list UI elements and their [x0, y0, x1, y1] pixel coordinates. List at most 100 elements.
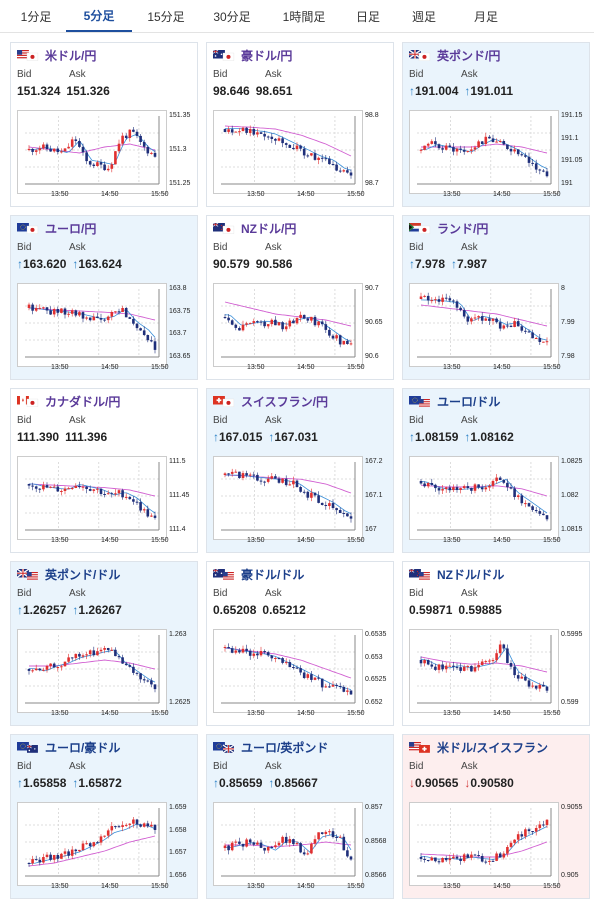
card-header: 米ドル/円 — [17, 47, 96, 63]
y-tick: 1.0825 — [561, 458, 583, 465]
pair-name[interactable]: ユーロ/円 — [45, 221, 97, 236]
pair-name[interactable]: 豪ドル/ドル — [241, 567, 305, 582]
y-tick: 90.7 — [365, 285, 379, 292]
bid-value: ↑0.85659 — [213, 776, 263, 790]
rate-card[interactable]: ランド/円 Bid Ask ↑7.978 ↑7.987 8 7.99 7.98 13:50 14:… — [402, 215, 590, 380]
price-values: ↑1.26257 ↑1.26267 — [17, 603, 128, 617]
price-values: ↓0.90565 ↓0.90580 — [409, 776, 520, 790]
arrow-down-icon: ↓ — [464, 776, 471, 790]
rate-card[interactable]: ユーロ/豪ドル Bid Ask ↑1.65858 ↑1.65872 1.659 1.658 1… — [10, 734, 198, 899]
candlestick-chart[interactable] — [409, 802, 559, 886]
flag-icon — [17, 49, 39, 61]
pair-name[interactable]: NZドル/円 — [241, 221, 297, 236]
bid-value: ↓0.90565 — [409, 776, 459, 790]
arrow-up-icon: ↑ — [409, 430, 415, 444]
pair-name[interactable]: ユーロ/豪ドル — [45, 740, 121, 755]
pair-name[interactable]: 米ドル/円 — [45, 48, 97, 63]
flag-icon — [17, 395, 39, 407]
x-tick: 15:50 — [151, 710, 169, 717]
candlestick-chart[interactable] — [409, 283, 559, 367]
tab-3[interactable]: 30分足 — [213, 9, 251, 24]
rate-card[interactable]: NZドル/円 Bid Ask 90.579 90.586 90.7 90.65 90.6 13:… — [206, 215, 394, 380]
tab-5[interactable]: 日足 — [355, 9, 380, 24]
rate-card[interactable]: 米ドル/スイスフラン Bid Ask ↓0.90565 ↓0.90580 0.9055 0.… — [402, 734, 590, 899]
pair-name[interactable]: 豪ドル/円 — [241, 48, 293, 63]
candlestick-chart[interactable] — [17, 629, 167, 713]
y-tick: 191 — [561, 180, 573, 187]
rate-card[interactable]: スイスフラン/円 Bid Ask ↑167.015 ↑167.031 167.2 167.1… — [206, 388, 394, 553]
pair-name[interactable]: 英ポンド/円 — [437, 48, 501, 63]
ask-label: Ask — [265, 69, 282, 80]
ask-label: Ask — [265, 415, 282, 426]
ask-value: 151.326 — [66, 84, 110, 98]
ask-value: 0.65212 — [262, 603, 306, 617]
pair-name[interactable]: カナダドル/円 — [45, 394, 121, 409]
ask-label: Ask — [461, 242, 478, 253]
candlestick-chart[interactable] — [17, 802, 167, 886]
bid-value: ↑191.004 — [409, 84, 459, 98]
candlestick-chart[interactable] — [409, 110, 559, 194]
tab-7[interactable]: 月足 — [473, 9, 498, 24]
card-header: ユーロ/円 — [17, 220, 96, 236]
rate-card[interactable]: 英ポンド/ドル Bid Ask ↑1.26257 ↑1.26267 1.263 1.2625… — [10, 561, 198, 726]
tab-2[interactable]: 15分足 — [147, 9, 185, 24]
pair-name[interactable]: 英ポンド/ドル — [45, 567, 121, 582]
candlestick-chart[interactable] — [17, 283, 167, 367]
ask-value: ↓0.90580 — [464, 776, 514, 790]
x-tick: 14:50 — [493, 883, 511, 890]
rate-card[interactable]: カナダドル/円 Bid Ask 111.390 111.396 111.5 111.45 11… — [10, 388, 198, 553]
ask-value: 90.586 — [255, 257, 293, 271]
bid-value: ↑167.015 — [213, 430, 263, 444]
candlestick-chart[interactable] — [213, 110, 363, 194]
ask-value: ↑191.011 — [464, 84, 514, 98]
arrow-up-icon: ↑ — [17, 776, 23, 790]
bid-label: Bid — [213, 588, 228, 599]
y-tick: 1.2625 — [169, 699, 191, 706]
arrow-up-icon: ↑ — [72, 257, 79, 271]
price-values: ↑163.620 ↑163.624 — [17, 257, 128, 271]
pair-name[interactable]: スイスフラン/円 — [241, 394, 328, 409]
flag-icon — [17, 741, 39, 753]
rate-card[interactable]: ユーロ/英ポンド Bid Ask ↑0.85659 ↑0.85667 0.857 0.856… — [206, 734, 394, 899]
rate-card[interactable]: 英ポンド/円 Bid Ask ↑191.004 ↑191.011 191.15 191.1 1… — [402, 42, 590, 207]
pair-name[interactable]: ランド/円 — [437, 221, 489, 236]
candlestick-chart[interactable] — [213, 802, 363, 886]
candlestick-chart[interactable] — [213, 456, 363, 540]
pair-name[interactable]: ユーロ/英ポンド — [241, 740, 329, 755]
ask-label: Ask — [461, 588, 478, 599]
pair-name[interactable]: ユーロ/ドル — [437, 394, 501, 409]
tab-4[interactable]: 1時間足 — [282, 9, 326, 24]
x-tick: 14:50 — [493, 364, 511, 371]
ask-label: Ask — [461, 761, 478, 772]
candlestick-chart[interactable] — [213, 283, 363, 367]
y-tick: 0.6525 — [365, 676, 387, 683]
candlestick-chart[interactable] — [409, 629, 559, 713]
candlestick-chart[interactable] — [17, 456, 167, 540]
ask-label: Ask — [69, 588, 86, 599]
rate-card[interactable]: NZドル/ドル Bid Ask 0.59871 0.59885 0.5995 0.599 13… — [402, 561, 590, 726]
price-labels: Bid Ask — [409, 242, 478, 253]
pair-name[interactable]: NZドル/ドル — [437, 567, 505, 582]
pair-name[interactable]: 米ドル/スイスフラン — [437, 740, 548, 755]
tab-1[interactable]: 5分足 — [66, 0, 132, 32]
rate-card[interactable]: 米ドル/円 Bid Ask 151.324 151.326 151.35 151.3 151.… — [10, 42, 198, 207]
x-tick: 14:50 — [297, 710, 315, 717]
bid-value: ↑1.65858 — [17, 776, 67, 790]
x-tick: 13:50 — [443, 710, 461, 717]
candlestick-chart[interactable] — [409, 456, 559, 540]
candlestick-chart[interactable] — [213, 629, 363, 713]
rate-card[interactable]: ユーロ/円 Bid Ask ↑163.620 ↑163.624 163.8 163.75 16… — [10, 215, 198, 380]
y-tick: 151.35 — [169, 112, 191, 119]
card-header: 豪ドル/円 — [212, 47, 293, 63]
price-labels: Bid Ask — [409, 415, 478, 426]
tab-6[interactable]: 週足 — [411, 9, 436, 24]
tab-0[interactable]: 1分足 — [20, 9, 52, 24]
candlestick-chart[interactable] — [17, 110, 167, 194]
bid-label: Bid — [409, 761, 424, 772]
arrow-up-icon: ↑ — [409, 257, 415, 271]
rate-card[interactable]: 豪ドル/ドル Bid Ask 0.65208 0.65212 0.6535 0.653 0.6… — [206, 561, 394, 726]
rate-card[interactable]: 豪ドル/円 Bid Ask 98.646 98.651 98.8 98.7 13:50 14:5… — [206, 42, 394, 207]
bid-value: ↑7.978 — [409, 257, 446, 271]
rate-card[interactable]: ユーロ/ドル Bid Ask ↑1.08159 ↑1.08162 1.0825 1.082 1… — [402, 388, 590, 553]
bid-label: Bid — [17, 415, 32, 426]
